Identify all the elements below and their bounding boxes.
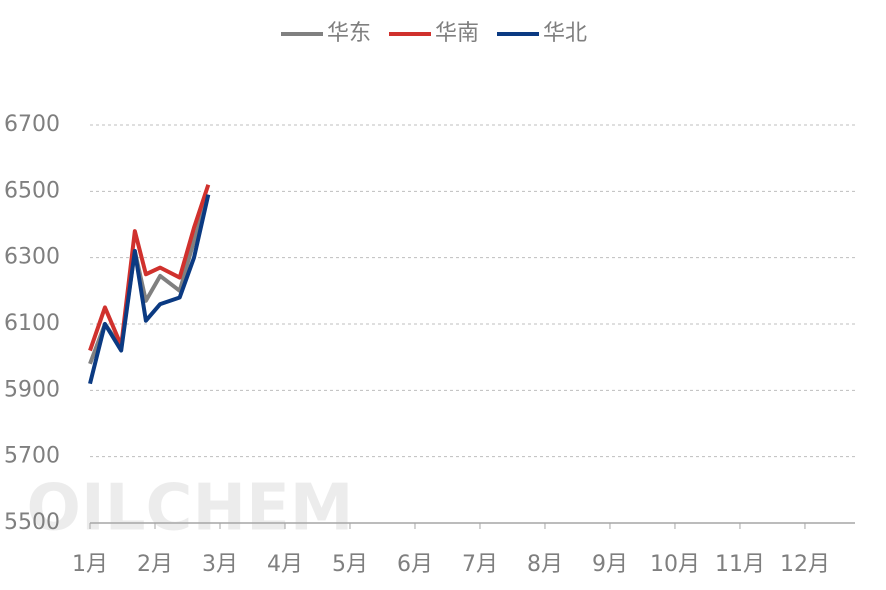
series-line [88,184,211,352]
x-tick-label: 1月 [72,552,108,577]
y-tick-label: 5900 [4,377,60,402]
x-tick-label: 9月 [592,552,628,577]
series-line [88,194,211,365]
series-line [88,194,211,385]
y-tick-label: 6300 [4,245,60,270]
x-tick-label: 11月 [715,552,765,577]
y-tick-label: 5700 [4,444,60,469]
x-tick-label: 10月 [650,552,700,577]
x-tick-label: 5月 [332,552,368,577]
x-tick-label: 3月 [202,552,238,577]
x-tick-label: 4月 [267,552,303,577]
x-tick-label: 2月 [137,552,173,577]
x-tick-label: 6月 [397,552,433,577]
legend-label: 华东 [327,21,371,46]
x-tick-label: 8月 [527,552,563,577]
legend-label: 华北 [543,21,587,46]
watermark: OILCHEM [27,472,354,546]
legend-label: 华南 [435,21,479,46]
y-tick-label: 6100 [4,311,60,336]
y-tick-label: 6500 [4,178,60,203]
x-tick-label: 7月 [462,552,498,577]
x-tick-label: 12月 [780,552,830,577]
y-tick-label: 6700 [4,112,60,137]
y-tick-label: 5500 [4,510,60,535]
